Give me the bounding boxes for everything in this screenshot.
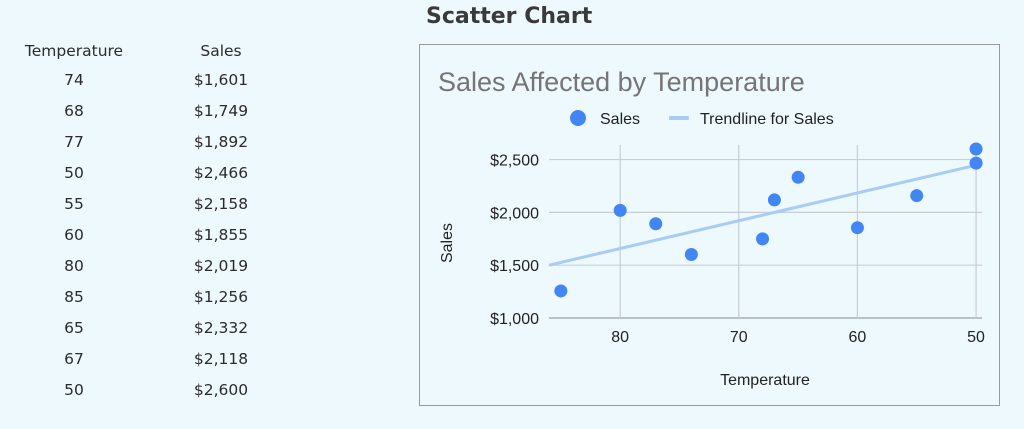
y-tick-label: $1,000 <box>490 311 539 328</box>
table-row: 60 $1,855 <box>12 219 306 250</box>
y-tick-label: $2,500 <box>490 153 539 170</box>
data-point[interactable] <box>910 189 924 203</box>
x-tick-label: 80 <box>611 329 629 346</box>
data-point[interactable] <box>969 156 983 170</box>
table-row: 50 $2,600 <box>12 374 306 405</box>
y-axis-label: Sales <box>439 223 456 263</box>
cell-sales: $1,256 <box>193 287 249 306</box>
legend-label-trendline: Trendline for Sales <box>700 111 834 128</box>
cell-temperature: 68 <box>64 101 84 120</box>
table-row: 85 $1,256 <box>12 281 306 312</box>
legend-label-sales: Sales <box>600 111 640 128</box>
x-axis-label: Temperature <box>720 372 810 389</box>
legend-marker-trendline <box>669 116 689 120</box>
cell-temperature: 50 <box>64 380 84 399</box>
scatter-chart[interactable]: Sales Affected by Temperature Sales Tren… <box>419 44 1000 406</box>
y-tick-label: $2,000 <box>490 205 539 222</box>
chart-grid <box>549 145 982 319</box>
data-point[interactable] <box>767 193 781 207</box>
column-header-temperature: Temperature <box>24 42 124 60</box>
x-tick-label: 60 <box>849 329 867 346</box>
data-point[interactable] <box>554 284 568 298</box>
cell-sales: $2,118 <box>193 349 249 368</box>
table-row: 77 $1,892 <box>12 126 306 157</box>
chart-points <box>554 142 983 298</box>
table-row: 55 $2,158 <box>12 188 306 219</box>
trendline <box>548 162 983 267</box>
chart-svg: Sales Affected by Temperature Sales Tren… <box>438 67 985 389</box>
y-tick-label: $1,500 <box>490 258 539 275</box>
data-point[interactable] <box>613 203 627 217</box>
legend-marker-sales <box>570 110 586 126</box>
cell-temperature: 85 <box>64 287 84 306</box>
cell-sales: $1,749 <box>193 101 249 120</box>
table-row: 74 $1,601 <box>12 64 306 95</box>
table-row: 80 $2,019 <box>12 250 306 281</box>
column-header-sales: Sales <box>200 42 242 60</box>
cell-sales: $1,601 <box>193 70 249 89</box>
table-row: 68 $1,749 <box>12 95 306 126</box>
cell-temperature: 80 <box>64 256 84 275</box>
data-point[interactable] <box>756 232 770 246</box>
x-tick-label: 70 <box>730 329 748 346</box>
data-point[interactable] <box>649 217 663 231</box>
cell-temperature: 55 <box>64 194 84 213</box>
cell-temperature: 67 <box>64 349 84 368</box>
cell-temperature: 77 <box>64 132 84 151</box>
cell-sales: $2,158 <box>193 194 249 213</box>
cell-sales: $1,892 <box>193 132 249 151</box>
chart-legend: Sales Trendline for Sales <box>570 110 834 128</box>
cell-sales: $2,466 <box>193 163 249 182</box>
data-point[interactable] <box>791 170 805 184</box>
data-table: Temperature Sales 74 $1,601 68 $1,749 77 $1,8… <box>12 38 306 405</box>
page-title: Scatter Chart <box>426 4 593 29</box>
table-row: 50 $2,466 <box>12 157 306 188</box>
cell-sales: $2,600 <box>193 380 249 399</box>
chart-title: Sales Affected by Temperature <box>438 67 805 97</box>
cell-temperature: 50 <box>64 163 84 182</box>
cell-temperature: 74 <box>64 70 84 89</box>
cell-sales: $2,332 <box>193 318 249 337</box>
table-header-row: Temperature Sales <box>12 38 306 64</box>
table-row: 65 $2,332 <box>12 312 306 343</box>
data-point[interactable] <box>969 142 983 156</box>
cell-temperature: 60 <box>64 225 84 244</box>
data-point[interactable] <box>684 248 698 262</box>
cell-sales: $2,019 <box>193 256 249 275</box>
cell-temperature: 65 <box>64 318 84 337</box>
x-tick-label: 50 <box>967 329 985 346</box>
chart-ticks: $1,000 $1,500 $2,000 $2,500 80 70 60 50 <box>490 153 985 346</box>
data-point[interactable] <box>850 221 864 235</box>
table-body: 74 $1,601 68 $1,749 77 $1,892 50 $2,466 55 $2,158… <box>12 64 306 405</box>
cell-sales: $1,855 <box>193 225 249 244</box>
table-row: 67 $2,118 <box>12 343 306 374</box>
